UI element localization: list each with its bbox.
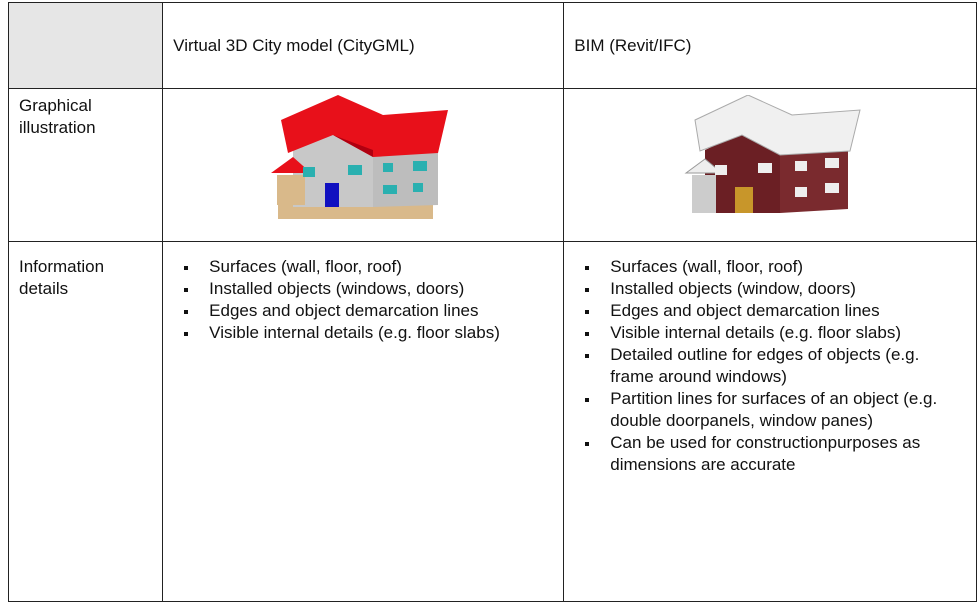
bullet-list: Surfaces (wall, floor, roof)Installed ob… — [574, 256, 966, 476]
information-row: Information details Surfaces (wall, floo… — [7, 241, 977, 602]
column-header: Virtual 3D City model (CityGML) — [162, 2, 565, 89]
bullet-item: Surfaces (wall, floor, roof) — [199, 256, 553, 278]
bullet-item: Visible internal details (e.g. floor sla… — [600, 322, 966, 344]
page: {"header": {"columns": ["Virtual 3D City… — [0, 0, 977, 575]
comparison-table: Virtual 3D City model (CityGML) BIM (Rev… — [7, 2, 977, 602]
bullet-item: Detailed outline for edges of objects (e… — [600, 344, 966, 388]
details-cell: Surfaces (wall, floor, roof)Installed ob… — [563, 241, 977, 602]
row-label: Graphical illustration — [7, 88, 164, 242]
bullet-item: Edges and object demarcation lines — [199, 300, 553, 322]
image-cell — [162, 88, 565, 242]
image-cell — [563, 88, 977, 242]
bullet-item: Edges and object demarcation lines — [600, 300, 966, 322]
row-label: Information details — [7, 241, 164, 602]
corner-cell — [7, 2, 164, 89]
column-header: BIM (Revit/IFC) — [563, 2, 977, 89]
citygml-house — [271, 95, 449, 219]
bullet-item: Visible internal details (e.g. floor sla… — [199, 322, 553, 344]
illustration-row: Graphical illustration — [7, 88, 977, 242]
bullet-item: Installed objects (windows, doors) — [199, 278, 553, 300]
bullet-item: Surfaces (wall, floor, roof) — [600, 256, 966, 278]
bim-house — [684, 95, 861, 213]
bullet-item: Can be used for constructionpurposes as … — [600, 432, 966, 476]
details-cell: Surfaces (wall, floor, roof)Installed ob… — [162, 241, 565, 602]
header-row: Virtual 3D City model (CityGML) BIM (Rev… — [7, 2, 977, 89]
bullet-item: Installed objects (window, doors) — [600, 278, 966, 300]
bullet-item: Partition lines for surfaces of an objec… — [600, 388, 966, 432]
bullet-list: Surfaces (wall, floor, roof)Installed ob… — [173, 256, 553, 344]
